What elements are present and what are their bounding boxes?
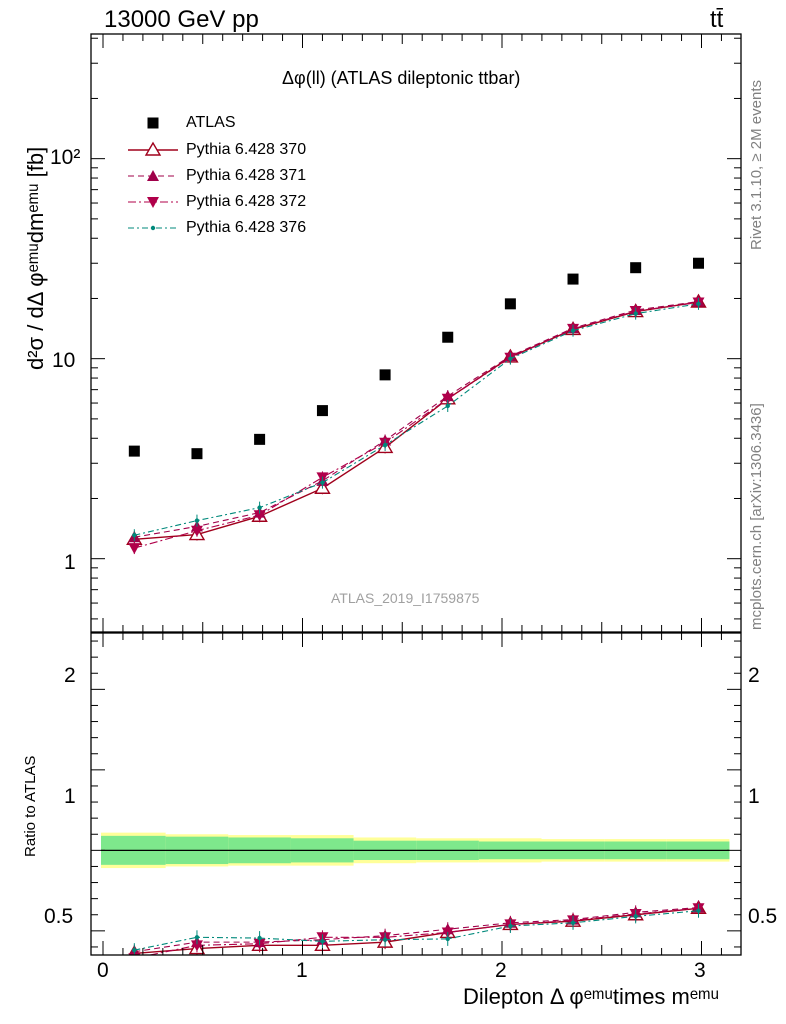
process-label: tt̄: [710, 6, 724, 33]
ratio-series-line-0: [134, 907, 699, 955]
ratio-point-3-3: [320, 939, 325, 944]
ratio-panel-layer: [101, 832, 730, 955]
legend-symbols: [128, 117, 178, 231]
ratio-point-3-8: [633, 914, 638, 919]
rivet-label: Rivet 3.1.10, ≥ 2M events: [748, 80, 765, 250]
main-point-4-0: [132, 533, 137, 538]
main-point-4-2: [257, 505, 262, 510]
main-point-0-0: [128, 445, 140, 457]
main-point-4-8: [633, 311, 638, 316]
main-point-0-3: [316, 405, 328, 417]
main-point-0-6: [504, 298, 516, 310]
ratio-series-line-1: [134, 906, 699, 953]
ratio-point-2-1: [190, 940, 203, 952]
ratio-y-tick-label-right-2: 2: [748, 664, 760, 687]
legend-marker-1: [144, 141, 162, 156]
x-tick-label-1: 1: [296, 959, 308, 982]
legend-marker-3: [147, 197, 159, 208]
legend-marker-4: [150, 225, 156, 231]
ratio-y-tick-label-1: 1: [64, 785, 76, 808]
main-point-0-5: [442, 331, 454, 343]
main-point-4-9: [696, 301, 701, 307]
main-point-0-8: [630, 262, 642, 274]
x-tick-label-2: 2: [495, 959, 507, 982]
main-series-line-3: [134, 301, 699, 549]
main-frame: [90, 33, 742, 633]
legend-entry-0: ATLAS: [186, 114, 236, 131]
y-tick-label-100: 10²: [50, 146, 81, 169]
main-point-3-2: [253, 510, 266, 522]
main-series-line-2: [134, 301, 699, 538]
ratio-point-3-1: [194, 935, 200, 940]
ratio-y-tick-label-2: 2: [64, 664, 76, 687]
ratio-point-3-9: [696, 908, 701, 913]
ratio-y-tick-label-right-0-5: 0.5: [748, 905, 778, 928]
ratio-point-3-4: [382, 937, 388, 942]
ratio-series-line-3: [134, 910, 699, 951]
main-panel-layer: [126, 257, 707, 555]
main-point-0-7: [567, 273, 579, 285]
ratio-y-tick-label-right-1: 1: [748, 785, 760, 808]
main-point-4-4: [382, 442, 388, 448]
ratio-point-3-5: [445, 936, 450, 942]
legend-entry-4: Pythia 6.428 376: [186, 219, 307, 236]
x-tick-label-3: 3: [694, 959, 706, 982]
main-point-0-1: [191, 448, 203, 460]
ratio-point-3-0: [132, 947, 137, 953]
ratio-y-axis-label: Ratio to ATLAS: [22, 755, 39, 857]
main-point-4-6: [508, 356, 513, 361]
ratio-y-tick-label-0-5: 0.5: [44, 905, 74, 928]
x-axis-label: Dilepton Δ φᵉᵐᵘtimes mᵉᵐᵘ: [463, 984, 720, 1009]
main-point-4-1: [194, 518, 200, 523]
main-series-line-1: [134, 301, 699, 541]
chart-title: Δφ(ll) (ATLAS dileptonic ttbar): [282, 68, 521, 88]
ratio-series-line-2: [147, 907, 699, 955]
legend-entry-1: Pythia 6.428 370: [186, 141, 307, 158]
legend-marker-2: [147, 170, 159, 181]
main-point-4-7: [570, 328, 576, 333]
main-point-4-3: [320, 480, 325, 485]
source-label: mcplots.cern.ch [arXiv:1306.3436]: [748, 403, 765, 630]
main-point-0-4: [379, 369, 391, 381]
legend-entry-2: Pythia 6.428 371: [186, 167, 307, 184]
main-point-3-1: [190, 525, 203, 537]
y-tick-label-10: 10: [52, 349, 76, 372]
main-point-0-9: [693, 257, 705, 269]
ratio-series-group: [128, 899, 707, 955]
ratio-frame: [90, 632, 742, 956]
watermark: ATLAS_2019_I1759875: [331, 590, 480, 606]
ratio-point-3-6: [508, 923, 513, 929]
y-tick-label-1: 1: [64, 551, 76, 574]
ratio-point-3-2: [257, 935, 262, 941]
ratio-point-3-7: [570, 920, 576, 925]
main-point-3-0: [128, 543, 141, 555]
main-point-3-5: [441, 393, 454, 405]
x-tick-label-0: 0: [97, 959, 109, 982]
energy-label: 13000 GeV pp: [104, 6, 259, 33]
main-point-4-5: [445, 403, 450, 409]
main-point-0-2: [254, 433, 266, 445]
legend-entry-3: Pythia 6.428 372: [186, 193, 307, 210]
legend-marker-0: [147, 117, 159, 129]
frames: [90, 33, 742, 956]
y-axis-label: d²σ / dΔ φᵉᵐᵘdmᵉᵐᵘ [fb]: [23, 146, 48, 370]
main-series-line-4: [134, 303, 699, 536]
